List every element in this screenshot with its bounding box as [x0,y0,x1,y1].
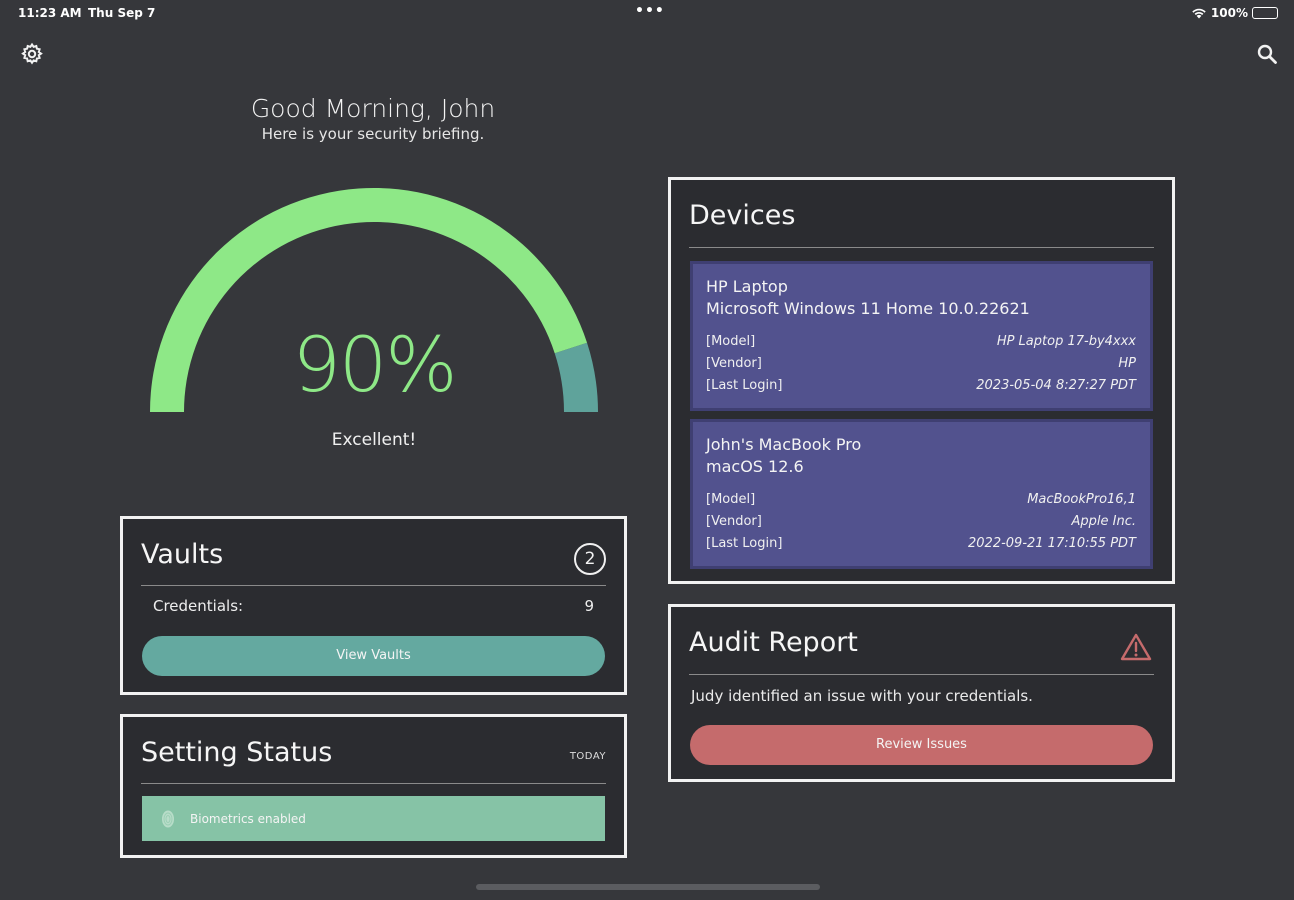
device-last-login-row: [Last Login] 2023-05-04 8:27:27 PDT [706,375,1136,397]
biometrics-status-item[interactable]: Biometrics enabled [142,796,605,841]
device-item[interactable]: John's MacBook Pro macOS 12.6 [Model] Ma… [690,419,1153,569]
last-login-value: 2022-09-21 17:10:55 PDT [968,536,1136,551]
devices-title: Devices [689,200,796,231]
device-os: macOS 12.6 [706,457,804,476]
vaults-title: Vaults [141,539,224,570]
today-label: TODAY [569,751,606,762]
search-icon [1257,44,1277,64]
battery-percent: 100% [1210,6,1248,20]
biometrics-status-text: Biometrics enabled [190,811,306,826]
search-button[interactable] [1253,40,1281,68]
device-details: [Model] MacBookPro16,1 [Vendor] Apple In… [706,489,1136,555]
credentials-count: 9 [584,597,594,615]
devices-card: Devices HP Laptop Microsoft Windows 11 H… [668,177,1175,584]
vendor-value: Apple Inc. [1071,514,1137,529]
device-vendor-row: [Vendor] Apple Inc. [706,511,1136,533]
battery-icon [1252,7,1278,19]
last-login-label: [Last Login] [706,378,783,393]
greeting-title: Good Morning, John [250,94,496,123]
audit-report-header: Audit Report [689,627,1154,675]
model-label: [Model] [706,492,756,507]
vendor-value: HP [1118,356,1136,371]
setting-status-header: Setting Status TODAY [141,737,606,784]
gauge-remaining-arc [554,342,598,412]
settings-gear-button[interactable] [18,40,46,68]
setting-status-card: Setting Status TODAY Biometrics enabled [120,714,627,858]
model-value: MacBookPro16,1 [1027,492,1136,507]
device-model-row: [Model] HP Laptop 17-by4xxx [706,331,1136,353]
model-label: [Model] [706,334,756,349]
device-item[interactable]: HP Laptop Microsoft Windows 11 Home 10.0… [690,261,1153,411]
review-issues-button[interactable]: Review Issues [690,725,1153,765]
last-login-label: [Last Login] [706,536,783,551]
status-bar: 11:23 AM Thu Sep 7 ••• 100% [0,0,1294,28]
vaults-card: Vaults 2 Credentials: 9 View Vaults [120,516,627,695]
status-right: 100% [1191,6,1278,20]
device-vendor-row: [Vendor] HP [706,353,1136,375]
security-score-gauge [150,188,598,412]
last-login-value: 2023-05-04 8:27:27 PDT [976,378,1136,393]
status-time: 11:23 AM [18,6,82,20]
audit-report-title: Audit Report [689,627,858,658]
gauge-score-arc [150,188,588,412]
device-last-login-row: [Last Login] 2022-09-21 17:10:55 PDT [706,533,1136,555]
device-details: [Model] HP Laptop 17-by4xxx [Vendor] HP … [706,331,1136,397]
status-date: Thu Sep 7 [88,6,156,20]
home-indicator[interactable] [476,884,820,890]
vendor-label: [Vendor] [706,356,762,371]
greeting-subtitle: Here is your security briefing. [261,125,485,143]
security-score-label: Excellent! [331,430,417,450]
view-vaults-button[interactable]: View Vaults [142,636,605,676]
device-model-row: [Model] MacBookPro16,1 [706,489,1136,511]
gear-icon [21,42,43,65]
device-name: HP Laptop [706,277,788,296]
credentials-row: Credentials: 9 [153,597,594,615]
warning-icon [1120,633,1152,661]
device-os: Microsoft Windows 11 Home 10.0.22621 [706,299,1030,318]
vaults-count-badge: 2 [574,543,606,575]
model-value: HP Laptop 17-by4xxx [996,334,1136,349]
audit-message: Judy identified an issue with your crede… [691,687,1033,705]
security-score-value: 90% [292,320,458,409]
vendor-label: [Vendor] [706,514,762,529]
fingerprint-icon [162,810,174,827]
credentials-label: Credentials: [153,597,244,615]
multitasking-dots[interactable]: ••• [635,3,665,19]
device-name: John's MacBook Pro [706,435,862,454]
greeting: Good Morning, John Here is your security… [148,94,598,143]
setting-status-title: Setting Status [141,737,333,768]
audit-report-card: Audit Report Judy identified an issue wi… [668,604,1175,782]
devices-header: Devices [689,200,1154,248]
vaults-header: Vaults 2 [141,539,606,586]
wifi-icon [1192,8,1206,19]
